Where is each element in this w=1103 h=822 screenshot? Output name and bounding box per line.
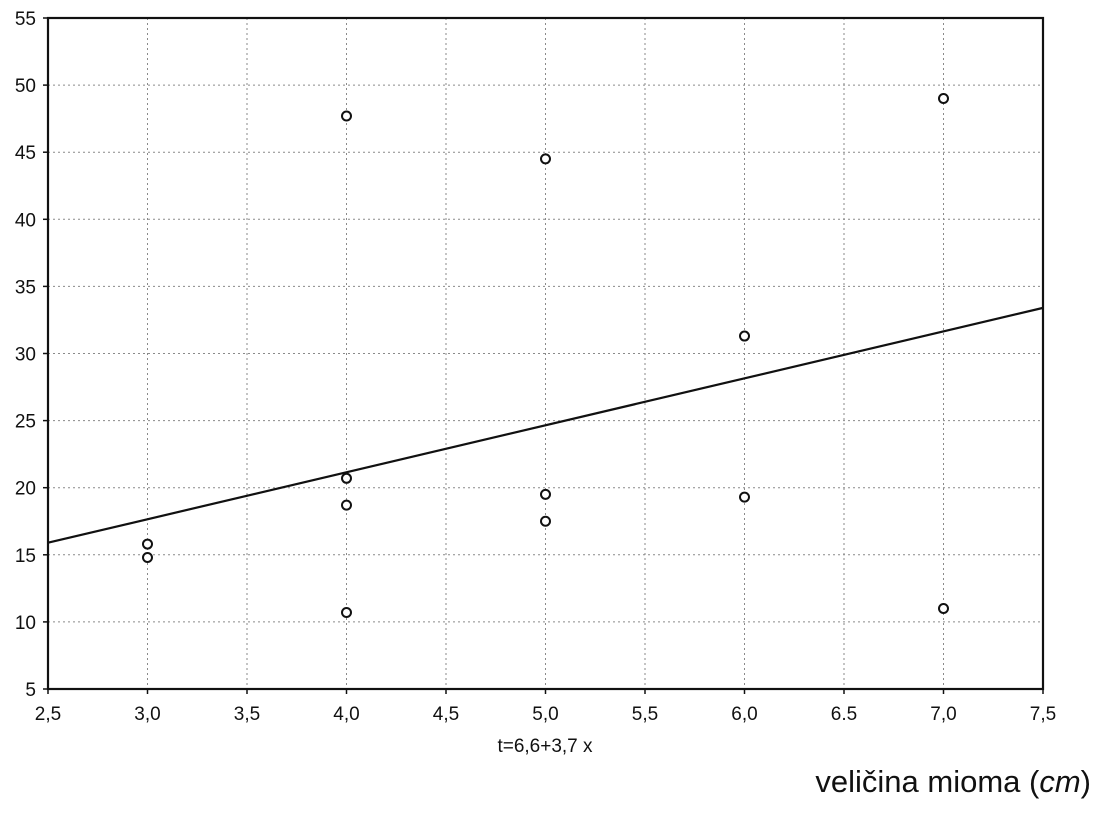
data-point-0-3 [341, 472, 352, 484]
y-tick-label-4: 25 [15, 412, 36, 433]
x-tick-label-7: 6,0 [731, 704, 757, 725]
data-point-0-5 [341, 607, 352, 619]
y-tick-label-0: 5 [25, 680, 36, 701]
x-tick-label-2: 3,5 [234, 704, 260, 725]
y-tick-label-9: 50 [15, 76, 36, 97]
data-point-0-4 [341, 499, 352, 511]
y-tick-label-1: 10 [15, 613, 36, 634]
x-tick-label-9: 7,0 [930, 704, 956, 725]
x-tick-label-1: 3,0 [134, 704, 160, 725]
data-point-0-0 [142, 538, 153, 550]
regression-equation: t=6,6+3,7 x [497, 736, 593, 757]
x-tick-label-0: 2,5 [35, 704, 61, 725]
regression-line-group [47, 306, 1044, 544]
data-point-0-10 [739, 491, 750, 503]
x-tick-label-6: 5,5 [632, 704, 658, 725]
y-tick-label-7: 40 [15, 210, 36, 231]
data-point-0-1 [142, 551, 153, 563]
data-point-0-11 [938, 93, 949, 105]
data-point-0-12 [938, 602, 949, 614]
x-axis-ticks: 2,5 3,0 3,5 4,0 4,5 5,0 5,5 6,0 6.5 7,0 7,5 [35, 689, 1056, 725]
y-tick-label-10: 55 [15, 9, 36, 30]
data-point-0-7 [540, 488, 551, 500]
data-points [142, 93, 949, 619]
x-tick-label-8: 6.5 [831, 704, 857, 725]
y-tick-label-6: 35 [15, 277, 36, 298]
x-axis-title: veličina mioma (cm) [815, 764, 1091, 800]
data-point-0-9 [739, 330, 750, 342]
x-axis-title-suffix: ) [1080, 764, 1091, 799]
y-tick-label-3: 20 [15, 479, 36, 500]
data-point-0-6 [540, 153, 551, 165]
y-axis-ticks: 5 10 15 20 25 30 35 40 45 50 55 [15, 9, 48, 701]
x-tick-label-3: 4,0 [333, 704, 359, 725]
y-tick-label-8: 45 [15, 143, 36, 164]
regression-line [47, 306, 1044, 544]
data-point-0-2 [341, 110, 352, 122]
x-tick-label-10: 7,5 [1030, 704, 1056, 725]
y-tick-label-2: 15 [15, 546, 36, 567]
grid-lines [48, 18, 1043, 689]
x-tick-label-5: 5,0 [532, 704, 558, 725]
y-tick-label-5: 30 [15, 345, 36, 366]
x-axis-title-prefix: veličina mioma ( [815, 764, 1040, 799]
x-axis-title-unit: cm [1039, 764, 1081, 799]
x-tick-label-4: 4,5 [433, 704, 459, 725]
data-point-0-8 [540, 515, 551, 527]
